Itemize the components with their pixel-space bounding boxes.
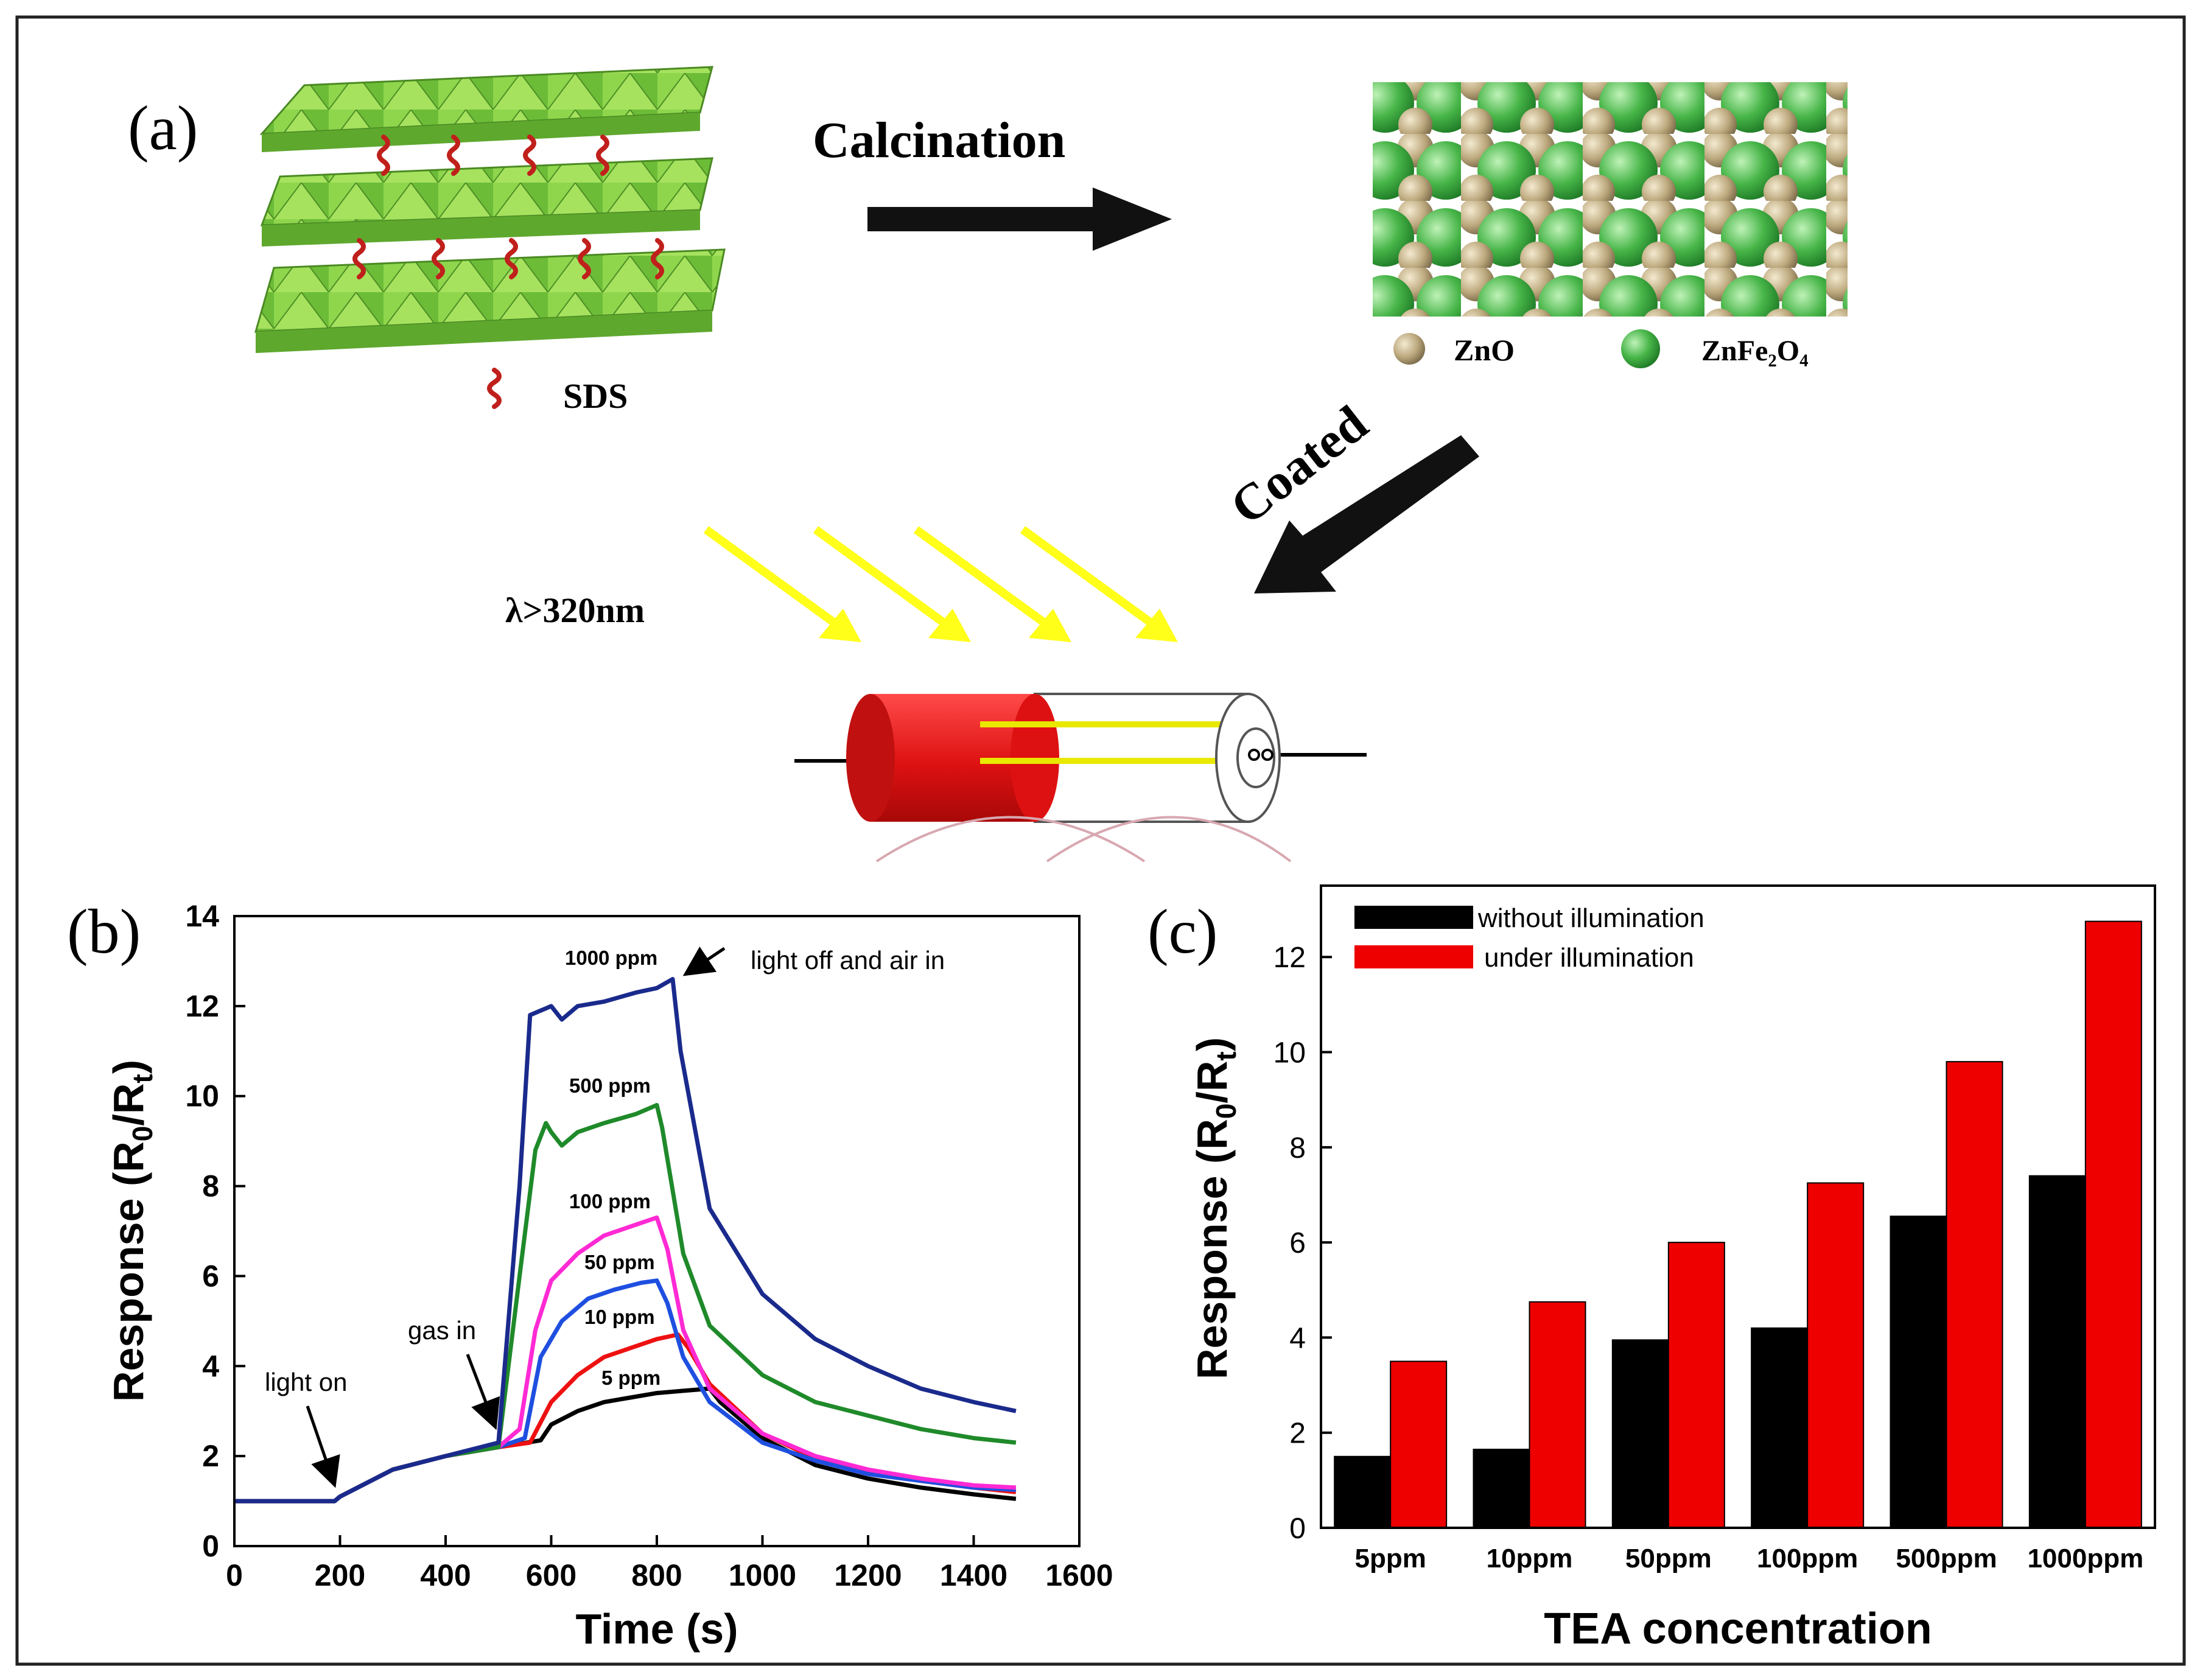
legend-swatch-without (1354, 906, 1473, 929)
series-label-1000ppm: 1000 ppm (565, 947, 657, 969)
series-label-50ppm: 50 ppm (584, 1251, 655, 1273)
chart-c-category-label: 50ppm (1625, 1544, 1712, 1573)
chart-b-ytick-label: 14 (185, 899, 219, 933)
chart-c-bar-under-500ppm (1946, 1061, 2003, 1529)
chart-b: 0 200 400 600 800 1000 1200 1400 1600 0 2 4 6 8 10 12 14… (105, 899, 1113, 1653)
chart-b-xtick-label: 1000 (729, 1558, 796, 1592)
annotation-light-on: light on (265, 1368, 347, 1396)
chart-b-ylabel: Response (R0/Rt) (105, 1060, 158, 1402)
chart-b-ytick-label: 10 (185, 1079, 219, 1113)
plate-layer-bottom (254, 248, 726, 353)
sds-legend-label: SDS (563, 376, 628, 416)
wavelength-label: λ>320nm (505, 590, 645, 630)
chart-c-ytick-label: 10 (1273, 1037, 1306, 1069)
chart-c: 0 2 4 6 8 10 12 5ppm 10ppm 50ppm 100ppm 500ppm 1000… (1188, 884, 2156, 1653)
chart-c-ytick-label: 6 (1289, 1227, 1306, 1259)
chart-c-category-label: 500ppm (1896, 1544, 1997, 1573)
annotation-light-off: light off and air in (751, 946, 945, 975)
plate-layer-top (259, 66, 713, 152)
legend-label-under: under illumination (1484, 943, 1694, 973)
zno-legend-icon (1393, 333, 1425, 365)
chart-c-category-label: 1000ppm (2027, 1544, 2143, 1573)
series-label-5ppm: 5 ppm (601, 1367, 660, 1389)
panel-c-label: (c) (1147, 897, 1217, 967)
annotation-light-off-arrow (682, 947, 726, 976)
panel-b-label: (b) (67, 897, 141, 967)
legend-swatch-under (1354, 945, 1473, 968)
chart-b-series-500ppm (234, 1103, 1017, 1503)
chart-b-ytick-label: 2 (202, 1439, 219, 1473)
chart-b-xtick-label: 600 (526, 1558, 576, 1592)
series-label-100ppm: 100 ppm (569, 1190, 651, 1213)
figure-frame (15, 15, 2186, 1666)
chart-c-ytick-label: 0 (1289, 1513, 1306, 1545)
chart-b-xtick-label: 800 (631, 1558, 682, 1592)
chart-c-bar-under-1000ppm (2084, 920, 2142, 1528)
chart-c-category-label: 100ppm (1757, 1544, 1858, 1573)
series-label-10ppm: 10 ppm (584, 1306, 655, 1328)
chart-c-legend: without illumination under illumination (1354, 903, 1704, 973)
chart-c-bar-under-10ppm (1529, 1301, 1586, 1529)
chart-b-ytick-label: 6 (202, 1259, 219, 1293)
chart-c-ytick-label: 8 (1289, 1132, 1306, 1164)
chart-b-ytick-label: 4 (202, 1349, 219, 1383)
sensor-device (794, 693, 1367, 863)
coated-arrow (1254, 435, 1479, 593)
chart-c-ylabel: Response (R0/Rt) (1188, 1037, 1242, 1379)
annotation-gas-in-arrow (466, 1354, 500, 1430)
chart-c-bar-without-500ppm (1890, 1216, 1947, 1528)
znfe2o4-legend-icon (1621, 329, 1660, 368)
sds-chains (352, 135, 664, 279)
composite-block (1373, 82, 1848, 317)
chart-c-bar-without-5ppm (1334, 1455, 1392, 1529)
chart-b-ytick-label: 0 (202, 1529, 219, 1563)
chart-b-xtick-label: 0 (226, 1558, 243, 1592)
chart-c-xlabel: TEA concentration (1544, 1605, 1932, 1653)
chart-b-ytick-label: 8 (202, 1169, 219, 1203)
chart-c-ytick-label: 4 (1289, 1322, 1306, 1354)
chart-b-series-1000ppm (234, 977, 1017, 1503)
chart-c-ytick-label: 12 (1273, 942, 1306, 974)
chart-b-xtick-label: 400 (420, 1558, 471, 1592)
plate-layer-middle (260, 157, 713, 247)
chart-c-bar-without-1000ppm (2028, 1175, 2086, 1529)
chart-c-bar-without-10ppm (1473, 1449, 1530, 1529)
chart-b-xtick-label: 200 (315, 1558, 365, 1592)
chart-c-category-label: 5ppm (1354, 1544, 1426, 1573)
series-label-500ppm: 500 ppm (569, 1074, 651, 1097)
zno-legend-label: ZnO (1454, 333, 1515, 367)
chart-c-ytick-label: 2 (1289, 1418, 1306, 1450)
panel-a: (a) (128, 66, 1848, 863)
layered-structure: SDS (254, 66, 726, 416)
chart-c-bar-without-50ppm (1611, 1339, 1669, 1528)
chart-c-bar-under-50ppm (1667, 1242, 1725, 1528)
chart-c-category-label: 10ppm (1487, 1544, 1573, 1573)
chart-b-ytick-label: 12 (185, 989, 219, 1023)
chart-b-xtick-label: 1600 (1045, 1558, 1113, 1592)
calcination-label: Calcination (813, 112, 1065, 169)
znfe2o4-legend-label: ZnFe₂O₄ (1701, 335, 1808, 367)
panel-c: (c) 0 2 4 6 8 10 12 5ppm 10ppm 50ppm 100ppm 500ppm… (1147, 884, 2156, 1653)
chart-b-frame (233, 915, 1081, 1547)
chart-c-bar-without-100ppm (1751, 1327, 1809, 1529)
calcination-arrow (867, 187, 1172, 251)
chart-b-series-5ppm (234, 1386, 1017, 1503)
chart-c-bar-under-5ppm (1390, 1360, 1448, 1528)
chart-b-xlabel: Time (s) (575, 1605, 738, 1653)
light-rays (703, 526, 1178, 642)
annotation-gas-in: gas in (408, 1316, 476, 1345)
sds-legend-icon (487, 368, 502, 409)
chart-b-xtick-label: 1200 (834, 1558, 902, 1592)
legend-label-without: without illumination (1477, 903, 1704, 933)
annotation-light-on-arrow (306, 1405, 340, 1488)
chart-c-bar-under-100ppm (1807, 1182, 1865, 1528)
panel-b: (b) 0 200 400 600 800 1000 1200 1400 1600 0 2 4 6 8 10… (67, 897, 1113, 1653)
panel-a-label: (a) (128, 93, 198, 163)
chart-b-xtick-label: 1400 (940, 1558, 1007, 1592)
chart-c-frame (1320, 884, 2156, 1529)
